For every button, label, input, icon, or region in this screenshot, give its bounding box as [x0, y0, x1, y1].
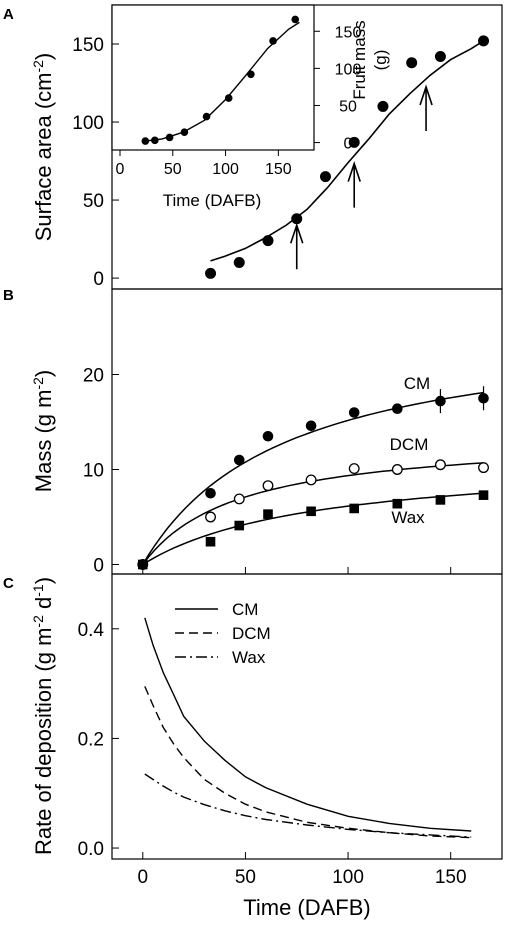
panel-b-point-dcm: [391, 464, 403, 475]
panel-a-point: [348, 136, 360, 148]
inset-point: [291, 15, 300, 24]
panel-b-label-dcm: DCM: [390, 435, 429, 454]
panel-b-point-wax: [349, 503, 360, 514]
inset-xtick-label: 50: [164, 161, 182, 178]
panel-b-point-cm: [392, 403, 403, 415]
inset-point: [141, 137, 150, 145]
panel-a-ytick-label: 0: [93, 269, 104, 290]
inset-point: [202, 112, 211, 121]
inset-point: [151, 136, 159, 145]
panel-a-ylabel: Surface area (cm-2): [30, 53, 56, 242]
inset-point: [165, 133, 174, 142]
panel-letter-c: C: [3, 575, 14, 592]
panel-b-fit-cm: [142, 391, 484, 565]
panel-b-point-wax: [263, 509, 273, 519]
panel-c-ylabel: Rate of deposition (g m-2 d-1): [30, 577, 56, 855]
inset-point: [224, 94, 233, 102]
panel-c-ytick-label: 0.2: [78, 729, 104, 750]
panel-b-fit-wax: [142, 492, 484, 566]
panel-b-point-dcm: [348, 463, 360, 475]
panel-letter-b: B: [3, 287, 14, 304]
panel-c-xtick-label: 100: [332, 867, 364, 888]
panel-c-line-cm: [144, 617, 472, 832]
panel-c-line-wax: [144, 773, 472, 838]
panel-b-plot: 0 10 20 CM DCM Wax: [83, 366, 489, 577]
panel-a-fit-line: [210, 40, 484, 262]
panel-b-ylabel: Mass (g m-2): [30, 370, 56, 492]
panel-b-point-dcm: [205, 511, 216, 523]
panel-c-line-dcm: [144, 686, 472, 839]
inset-xtick-label: 0: [116, 161, 125, 178]
panel-b-point-wax: [234, 520, 245, 531]
inset-xtick-label: 100: [212, 161, 239, 178]
panel-b-point-wax: [137, 559, 148, 570]
inset-point: [269, 37, 277, 45]
panel-c-legend-label-cm: CM: [232, 600, 258, 619]
inset-frame: [111, 4, 315, 151]
panel-a-point: [205, 267, 217, 279]
panel-c-plot: 0.0 0.2 0.4 0 50 100 150 CM DCM Wax: [78, 600, 472, 888]
panel-a-ytick-label: 50: [83, 191, 104, 212]
panel-b-point-cm: [205, 487, 216, 499]
panel-b-point-wax: [205, 536, 216, 547]
panel-c-ytick-label: 0.4: [78, 620, 105, 641]
panel-c-xtick-label: 0: [138, 867, 149, 888]
panel-c-xlabel: Time (DAFB): [243, 895, 371, 920]
panel-b-point-wax: [306, 506, 316, 517]
panel-b-label-wax: Wax: [391, 508, 425, 527]
panel-c-ytick-label: 0.0: [78, 839, 104, 860]
inset-ytick-label: 150: [335, 24, 362, 41]
panel-a-point: [434, 50, 446, 62]
inset-xlabel: Time (DAFB): [163, 191, 262, 210]
inset-point: [247, 70, 255, 79]
inset-ytick-label: 100: [335, 61, 362, 78]
panel-b-point-wax: [478, 490, 489, 500]
panel-b-point-dcm: [233, 493, 245, 505]
inset-xtick-label: 150: [265, 161, 292, 178]
inset-point: [180, 128, 189, 136]
panel-a-point: [262, 235, 274, 247]
inset-plot: 0 50 100 150 0 50 100 150: [116, 15, 362, 178]
panel-b-point-cm: [305, 420, 317, 432]
panel-b-point-cm: [348, 407, 360, 418]
panel-b-ytick-label: 20: [83, 366, 104, 387]
panel-a-point: [233, 256, 245, 268]
panel-c-xtick-label: 150: [435, 867, 467, 888]
panel-c-frame: [111, 573, 503, 860]
panel-c-xtick-label: 50: [235, 867, 256, 888]
panel-letter-a: A: [3, 6, 14, 23]
panel-a-ytick-label: 150: [72, 35, 104, 56]
panel-a-arrow: [419, 84, 433, 131]
panel-b-point-wax: [435, 495, 446, 505]
inset-ylabel: Fruit mass: [350, 20, 369, 99]
panel-b-point-cm: [233, 454, 245, 466]
panel-a-point: [406, 57, 418, 69]
inset-ylabel-unit: (g): [371, 50, 390, 71]
inset-ytick-label: 50: [339, 98, 357, 115]
inset-ytick-label: 0: [344, 136, 353, 153]
panel-b-point-dcm: [262, 480, 274, 492]
panel-c-legend-label-dcm: DCM: [232, 624, 271, 643]
panel-b-point-dcm: [305, 474, 317, 486]
panel-b-point-dcm: [478, 462, 489, 474]
panel-c-legend-label-wax: Wax: [232, 648, 266, 667]
panel-b-label-cm: CM: [404, 374, 430, 393]
panel-a-arrow: [347, 161, 361, 208]
panel-a-point: [319, 171, 331, 183]
panel-a-point: [478, 35, 490, 47]
panel-b-ytick-label: 0: [93, 556, 104, 577]
panel-a-plot: 0 50 100 150: [72, 35, 490, 290]
panel-b-frame: [111, 288, 503, 575]
panel-a-point: [377, 100, 389, 112]
panel-b-point-cm: [262, 430, 274, 442]
panel-a-arrow: [289, 222, 304, 270]
panel-a-point: [291, 213, 303, 225]
panel-b-point-wax: [392, 498, 403, 509]
panel-a-ytick-label: 100: [72, 113, 104, 134]
panel-b-ytick-label: 10: [83, 461, 104, 482]
panel-b-point-dcm: [434, 459, 446, 471]
